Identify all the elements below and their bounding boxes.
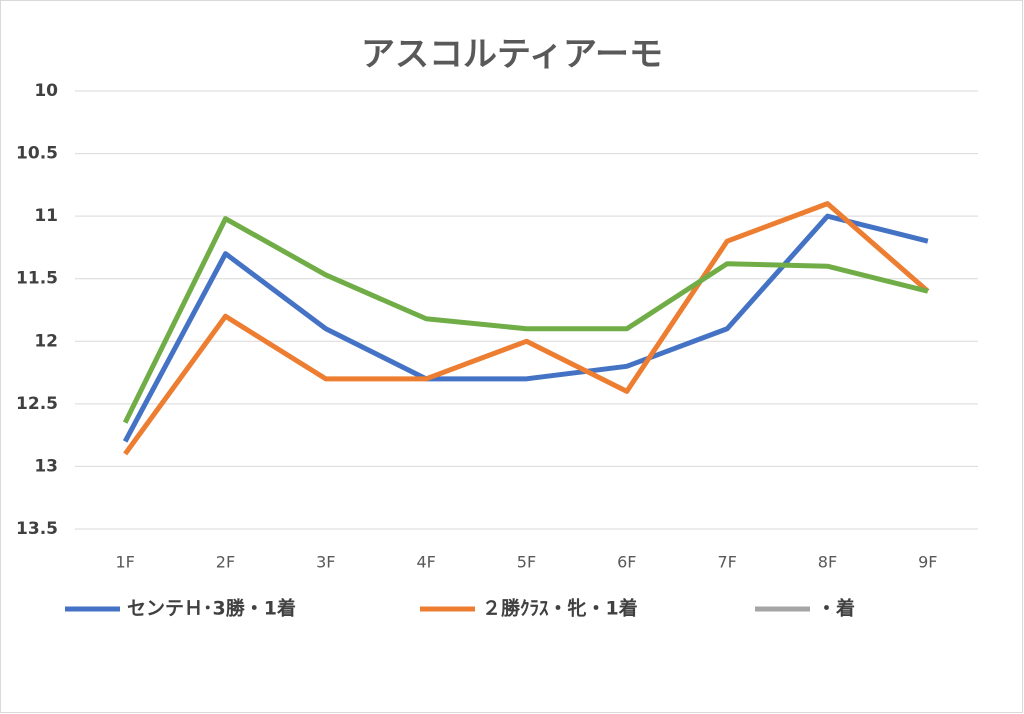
y-tick-label: 12 bbox=[34, 331, 58, 351]
y-tick-label: 13.5 bbox=[16, 519, 58, 539]
y-tick-label: 10 bbox=[34, 81, 58, 101]
x-tick-label: 5F bbox=[517, 553, 536, 572]
x-tick-label: 1F bbox=[115, 553, 134, 572]
x-tick-label: 3F bbox=[316, 553, 335, 572]
legend-label: ２勝ｸﾗｽ・牝・1着 bbox=[482, 597, 638, 620]
y-tick-label: 11.5 bbox=[16, 269, 58, 289]
series-line bbox=[122, 213, 929, 443]
legend-label: センテＨ･3勝・1着 bbox=[127, 597, 296, 620]
chart-title: アスコルティアーモ bbox=[361, 35, 663, 75]
y-tick-label: 10.5 bbox=[16, 144, 58, 164]
x-tick-label: 7F bbox=[717, 553, 736, 572]
y-tick-label: 11 bbox=[34, 206, 58, 226]
x-tick-label: 4F bbox=[416, 553, 435, 572]
legend-label: ・着 bbox=[817, 597, 855, 620]
x-tick-label: 9F bbox=[918, 553, 937, 572]
y-tick-label: 13 bbox=[34, 456, 58, 476]
x-tick-label: 2F bbox=[216, 553, 235, 572]
series-line bbox=[123, 201, 930, 456]
x-tick-label: 6F bbox=[617, 553, 636, 572]
series-line bbox=[122, 216, 929, 424]
x-tick-label: 8F bbox=[818, 553, 837, 572]
y-tick-label: 12.5 bbox=[16, 394, 58, 414]
